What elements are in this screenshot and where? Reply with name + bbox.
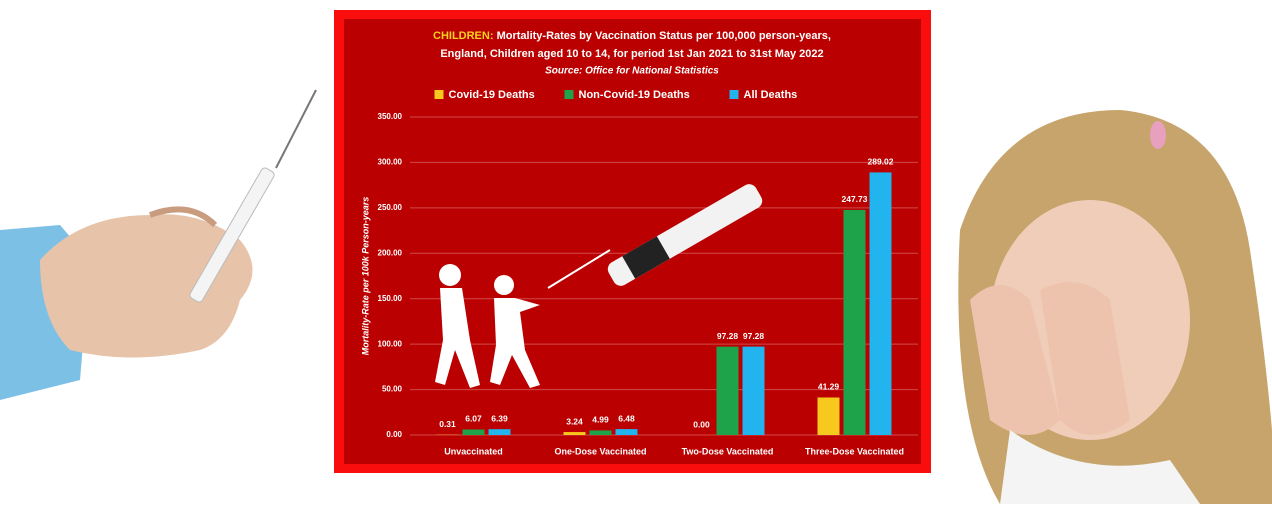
- x-tick-label: One-Dose Vaccinated: [554, 446, 646, 456]
- chart-title: England, Children aged 10 to 14, for per…: [440, 48, 823, 60]
- bar: [489, 429, 511, 435]
- data-label: 4.99: [592, 415, 609, 425]
- y-tick-label: 150.00: [378, 294, 403, 303]
- data-label: 6.48: [618, 413, 635, 423]
- bar: [743, 347, 765, 435]
- y-tick-label: 0.00: [386, 430, 402, 439]
- legend-swatch: [565, 90, 574, 99]
- chart-title: CHILDREN: Mortality-Rates by Vaccination…: [433, 30, 831, 42]
- data-label: 97.28: [717, 331, 739, 341]
- bar: [844, 210, 866, 435]
- legend-swatch: [435, 90, 444, 99]
- title-prefix: CHILDREN:: [433, 30, 494, 42]
- legend-label: Non-Covid-19 Deaths: [579, 89, 690, 101]
- bar: [590, 430, 612, 435]
- bar: [616, 429, 638, 435]
- y-tick-label: 100.00: [378, 339, 403, 348]
- data-label: 0.31: [439, 419, 456, 429]
- y-axis-label: Mortality-Rate per 100k Person-years: [360, 197, 370, 356]
- x-tick-label: Three-Dose Vaccinated: [805, 446, 904, 456]
- data-label: 0.00: [693, 419, 710, 429]
- legend-swatch: [730, 90, 739, 99]
- bar: [818, 397, 840, 435]
- y-tick-label: 200.00: [378, 248, 403, 257]
- hand-photo: [0, 90, 316, 400]
- data-label: 41.29: [818, 382, 840, 392]
- girl-photo: [958, 110, 1272, 504]
- y-tick-label: 300.00: [378, 158, 403, 167]
- data-label: 6.39: [491, 413, 508, 423]
- data-label: 247.73: [842, 194, 868, 204]
- legend-label: All Deaths: [744, 89, 798, 101]
- legend-label: Covid-19 Deaths: [449, 89, 535, 101]
- data-label: 97.28: [743, 331, 765, 341]
- y-tick-label: 350.00: [378, 112, 403, 121]
- chart-background: [344, 19, 921, 464]
- y-tick-label: 50.00: [382, 385, 403, 394]
- bar: [564, 432, 586, 435]
- bar: [870, 172, 892, 435]
- bar: [717, 347, 739, 435]
- data-label: 3.24: [566, 416, 583, 426]
- chart-subtitle: Source: Office for National Statistics: [545, 66, 719, 77]
- data-label: 6.07: [465, 414, 482, 424]
- title-line: Mortality-Rates by Vaccination Status pe…: [497, 30, 831, 42]
- data-label: 289.02: [868, 157, 894, 167]
- y-tick-label: 250.00: [378, 203, 403, 212]
- x-tick-label: Unvaccinated: [444, 446, 503, 456]
- x-tick-label: Two-Dose Vaccinated: [682, 446, 774, 456]
- bar: [463, 429, 485, 435]
